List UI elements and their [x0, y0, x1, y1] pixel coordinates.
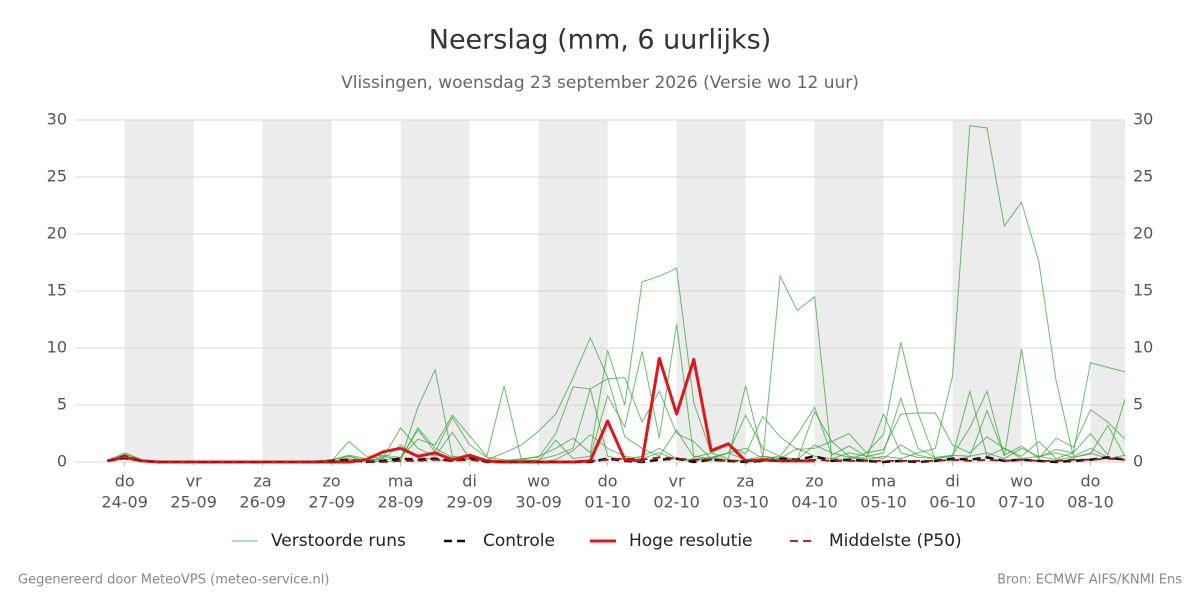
legend-label: Controle [483, 531, 555, 551]
footer-left: Gegenereerd door MeteoVPS (meteo-service… [18, 573, 329, 588]
x-tick-label: 05-10 [860, 493, 907, 512]
y2-tick-label: 25 [1133, 167, 1153, 186]
chart-subtitle: Vlissingen, woensdag 23 september 2026 (… [341, 73, 859, 93]
x-tick-label: di [462, 472, 477, 491]
legend-label: Verstoorde runs [271, 531, 406, 551]
y-tick-label: 5 [57, 395, 67, 414]
x-tick-label: za [254, 472, 272, 491]
y2-tick-label: 0 [1133, 452, 1143, 471]
x-tick-label: wo [527, 472, 550, 491]
x-tick-label: 08-10 [1067, 493, 1114, 512]
footer-right: Bron: ECMWF AIFS/KNMI Ens [997, 573, 1182, 588]
x-tick-label: do [598, 472, 618, 491]
x-tick-label: do [115, 472, 135, 491]
x-tick-label: 27-09 [308, 493, 355, 512]
series-line [107, 456, 1126, 463]
x-tick-label: vr [669, 472, 685, 491]
chart-title: Neerslag (mm, 6 uurlijks) [429, 25, 771, 56]
x-tick-label: zo [805, 472, 823, 491]
y2-tick-label: 15 [1133, 281, 1153, 300]
y2-tick-label: 10 [1133, 338, 1153, 357]
x-tick-label: vr [186, 472, 202, 491]
x-tick-label: 25-09 [170, 493, 217, 512]
y-tick-label: 20 [47, 224, 67, 243]
x-tick-label: 03-10 [722, 493, 769, 512]
x-tick-label: do [1081, 472, 1101, 491]
x-tick-label: ma [388, 472, 413, 491]
background [75, 119, 1125, 463]
legend-label: Middelste (P50) [829, 531, 962, 551]
y-tick-label: 25 [47, 167, 67, 186]
x-tick-label: wo [1010, 472, 1033, 491]
x-tick-label: 30-09 [515, 493, 562, 512]
y2-tick-label: 30 [1133, 110, 1153, 129]
x-tick-label: 04-10 [791, 493, 838, 512]
y2-tick-label: 20 [1133, 224, 1153, 243]
y-tick-label: 15 [47, 281, 67, 300]
x-tick-label: zo [323, 472, 341, 491]
x-tick-label: 29-09 [446, 493, 493, 512]
x-tick-label: 26-09 [239, 493, 286, 512]
y2-tick-label: 5 [1133, 395, 1143, 414]
x-tick-label: 07-10 [998, 493, 1045, 512]
x-tick-label: 01-10 [584, 493, 631, 512]
y-tick-label: 0 [57, 452, 67, 471]
x-tick-label: 06-10 [929, 493, 976, 512]
y-tick-label: 30 [47, 110, 67, 129]
x-tick-label: za [736, 472, 754, 491]
x-tick-label: 28-09 [377, 493, 424, 512]
legend-label: Hoge resolutie [629, 531, 753, 551]
x-tick-label: di [945, 472, 960, 491]
x-tick-label: 24-09 [101, 493, 148, 512]
y-tick-label: 10 [47, 338, 67, 357]
x-tick-label: ma [871, 472, 896, 491]
x-tick-label: 02-10 [653, 493, 700, 512]
